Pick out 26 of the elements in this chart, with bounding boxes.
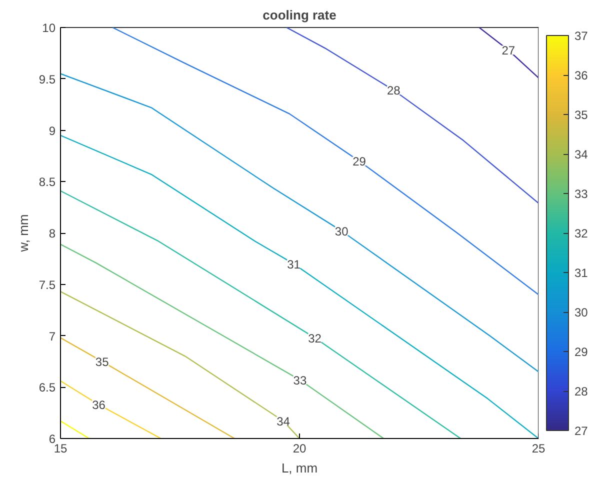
y-tick-label: 10: [42, 21, 56, 35]
color-bar-label: 31: [574, 266, 588, 280]
y-tick-label: 8.5: [38, 175, 56, 190]
x-axis-title: L, mm: [281, 460, 318, 476]
chart-title: cooling rate: [262, 8, 336, 22]
y-axis-title: w, mm: [16, 214, 31, 253]
y-tick-label: 6.5: [38, 380, 56, 395]
color-bar-label: 27: [574, 424, 588, 438]
y-tick-label: 9.5: [38, 72, 56, 86]
color-bar-label: 32: [574, 226, 588, 240]
color-bar-label: 36: [574, 68, 588, 82]
y-tick-label: 6: [48, 432, 56, 446]
color-bar-label: 33: [574, 187, 588, 201]
color-bar-label: 35: [574, 108, 588, 122]
x-tick-label: 25: [532, 442, 546, 456]
x-tick-label: 20: [292, 442, 306, 456]
color-bar-label: 37: [574, 29, 588, 43]
color-bar-label: 30: [574, 306, 588, 320]
y-tick-label: 7.5: [38, 278, 56, 292]
y-tick-label: 7: [48, 329, 56, 344]
color-bar-label: 28: [574, 384, 588, 398]
y-tick-label: 9: [48, 124, 56, 138]
x-tick-label: 15: [54, 442, 68, 456]
color-bar-label: 29: [574, 345, 588, 359]
y-tick-label: 8: [48, 226, 56, 240]
color-bar-label: 34: [574, 148, 588, 162]
